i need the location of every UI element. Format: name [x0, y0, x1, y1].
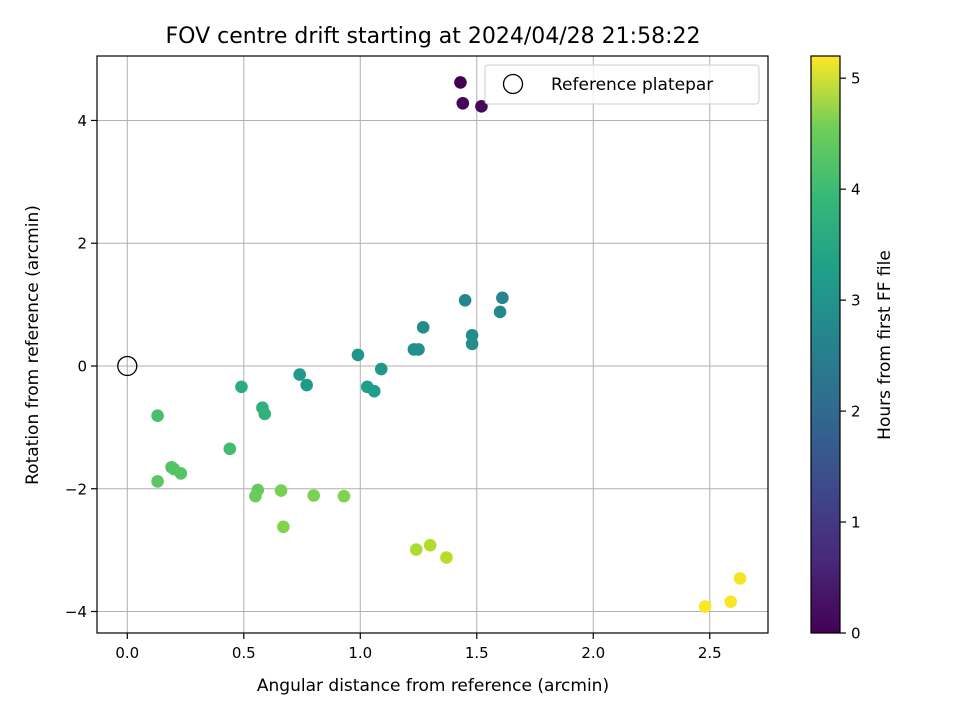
colorbar-tick-label: 5 — [851, 70, 861, 88]
y-tick-label: 4 — [77, 112, 87, 130]
colorbar-tick-label: 2 — [851, 403, 861, 421]
colorbar-label: Hours from first FF file — [875, 250, 895, 440]
data-point — [493, 305, 507, 319]
data-point — [496, 291, 509, 305]
chart-title: FOV centre drift starting at 2024/04/28 … — [166, 24, 701, 49]
y-tick-label: −4 — [65, 603, 87, 621]
colorbar-tick-label: 3 — [851, 292, 861, 310]
colorbar-gradient — [810, 55, 841, 634]
data-point — [307, 489, 320, 502]
x-axis-label: Angular distance from reference (arcmin) — [257, 676, 609, 696]
colorbar-tick-label: 1 — [851, 514, 861, 532]
legend: Reference platepar — [484, 64, 760, 105]
reference-platepar-marker — [117, 355, 138, 377]
data-point — [223, 442, 237, 456]
data-point — [277, 520, 290, 534]
x-tick-label: 1.0 — [348, 644, 372, 662]
x-tick-label: 0.5 — [232, 644, 256, 662]
reference-marker-group — [117, 355, 138, 377]
data-point — [151, 475, 164, 488]
legend-label: Reference platepar — [551, 75, 713, 95]
data-point — [409, 543, 423, 556]
x-axis-ticks: 0.0 0.5 1.0 1.5 2.0 2.5 — [115, 633, 722, 662]
data-point — [274, 484, 288, 497]
data-point — [293, 368, 306, 381]
data-point — [367, 384, 381, 398]
x-tick-label: 0.0 — [115, 644, 139, 662]
data-point — [337, 489, 351, 503]
data-point — [733, 572, 747, 585]
colorbar-ticks: 0 1 2 3 4 5 — [840, 70, 861, 643]
data-point — [300, 378, 313, 392]
data-point — [440, 551, 453, 564]
data-point — [475, 100, 488, 113]
legend-box — [484, 64, 760, 105]
data-point — [456, 96, 470, 110]
y-axis-label: Rotation from reference (arcmin) — [23, 205, 43, 485]
plot-frame — [96, 55, 769, 634]
legend-reference-marker — [502, 73, 524, 95]
data-point — [423, 538, 437, 552]
x-tick-label: 1.5 — [465, 644, 489, 662]
data-point — [465, 337, 479, 351]
data-point — [698, 600, 712, 613]
data-point — [454, 76, 467, 89]
x-tick-label: 2.0 — [581, 644, 605, 662]
data-point — [249, 489, 262, 503]
colorbar-tick-label: 4 — [851, 181, 861, 199]
y-tick-label: 2 — [77, 235, 87, 253]
data-point — [724, 595, 738, 608]
data-point — [351, 348, 365, 362]
y-tick-label: 0 — [77, 357, 87, 375]
data-point — [374, 362, 388, 376]
data-point — [258, 407, 272, 421]
colorbar-tick-label: 0 — [851, 625, 861, 643]
y-tick-label: −2 — [65, 480, 87, 498]
data-point — [458, 294, 472, 307]
data-points — [151, 76, 747, 613]
y-axis-ticks: −4 −2 0 2 4 — [65, 112, 97, 621]
data-point — [412, 343, 425, 356]
data-point — [416, 321, 430, 334]
x-tick-label: 2.5 — [698, 644, 722, 662]
grid-lines — [97, 56, 768, 633]
data-point — [235, 380, 248, 394]
data-point — [151, 409, 164, 423]
colorbar: 0 1 2 3 4 5 Hours from first FF file — [810, 55, 895, 643]
data-point — [174, 467, 188, 480]
